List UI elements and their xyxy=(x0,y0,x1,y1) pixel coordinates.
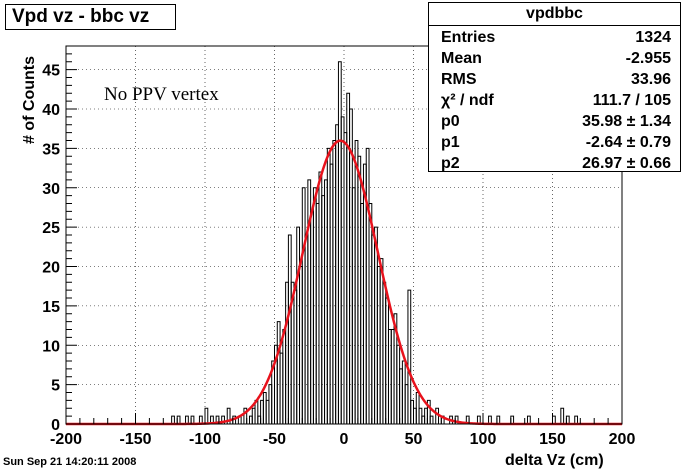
stats-row-p1: p1 -2.64 ± 0.79 xyxy=(441,132,671,153)
stats-label: Entries xyxy=(441,29,496,46)
stats-value: 35.98 ± 1.34 xyxy=(582,113,671,130)
y-tick-label: 0 xyxy=(51,417,60,434)
x-tick-label: 200 xyxy=(609,431,636,448)
stats-box-name: vpdbbc xyxy=(429,3,680,26)
stats-row-rms: RMS 33.96 xyxy=(441,69,671,90)
x-tick-label: -100 xyxy=(189,431,221,448)
y-tick-label: 20 xyxy=(42,260,60,277)
x-axis-label: delta Vz (cm) xyxy=(505,452,604,469)
y-tick-label: 45 xyxy=(42,63,60,80)
histogram-bin xyxy=(429,415,434,424)
x-tick-label: 100 xyxy=(470,431,497,448)
histogram-bin xyxy=(488,415,492,424)
stats-row-mean: Mean -2.955 xyxy=(441,48,671,69)
y-tick-label: 10 xyxy=(42,338,60,355)
histogram-bin xyxy=(407,289,412,424)
stats-label: p0 xyxy=(441,113,460,130)
histogram-bin xyxy=(171,415,175,424)
stats-row-p2: p2 26.97 ± 0.66 xyxy=(441,153,671,174)
histogram-bin xyxy=(476,415,481,424)
annotation-no-ppv-vertex: No PPV vertex xyxy=(104,84,219,105)
x-tick-label: -150 xyxy=(119,431,151,448)
stats-box: vpdbbc Entries 1324 Mean -2.955 RMS 33.9… xyxy=(428,2,681,172)
histogram-bin xyxy=(574,415,579,424)
axis-ticks xyxy=(65,45,623,425)
histogram-bin xyxy=(526,415,531,424)
y-tick-label: 5 xyxy=(51,378,60,395)
stats-row-p0: p0 35.98 ± 1.34 xyxy=(441,111,671,132)
histogram-bin xyxy=(226,407,231,424)
y-tick-label: 40 xyxy=(42,102,60,119)
y-tick-labels: 0 5 10 15 20 25 30 35 40 45 xyxy=(42,63,60,434)
histogram-bin xyxy=(185,415,189,424)
x-tick-label: 50 xyxy=(405,431,423,448)
y-tick-label: 35 xyxy=(42,141,60,158)
stats-value: 1324 xyxy=(635,29,671,46)
x-tick-label: 150 xyxy=(539,431,566,448)
stats-label: p1 xyxy=(441,134,460,151)
histogram-bin xyxy=(560,407,565,424)
x-tick-label: -50 xyxy=(263,431,286,448)
stats-label: χ² / ndf xyxy=(441,92,494,109)
stats-row-entries: Entries 1324 xyxy=(441,27,671,48)
x-tick-labels: -200 -150 -100 -50 0 50 100 150 200 xyxy=(50,431,635,448)
histogram-bin xyxy=(243,407,248,424)
y-tick-label: 25 xyxy=(42,220,60,237)
stats-value: 33.96 xyxy=(630,71,671,88)
stats-value: -2.64 ± 0.79 xyxy=(585,134,671,151)
stats-value: 111.7 / 105 xyxy=(592,92,671,109)
stats-value: -2.955 xyxy=(625,50,671,67)
chart-title: Vpd vz - bbc vz xyxy=(5,4,176,30)
y-axis-label: # of Counts xyxy=(21,56,38,144)
x-tick-label: 0 xyxy=(340,431,349,448)
stats-row-chi2: χ² / ndf 111.7 / 105 xyxy=(441,90,671,111)
stats-label: Mean xyxy=(441,50,482,67)
y-tick-label: 30 xyxy=(42,181,60,198)
histogram-bin xyxy=(221,415,225,424)
stats-value: 26.97 ± 0.66 xyxy=(582,155,671,172)
stats-label: RMS xyxy=(441,71,477,88)
histogram-bin xyxy=(426,399,431,424)
timestamp: Sun Sep 21 14:20:11 2008 xyxy=(3,456,137,468)
stats-label: p2 xyxy=(441,155,460,172)
histogram-bin xyxy=(435,407,440,424)
histogram-bin xyxy=(210,415,214,424)
y-tick-label: 15 xyxy=(42,299,60,316)
histogram-bin xyxy=(198,415,203,424)
x-tick-label: -200 xyxy=(50,431,82,448)
